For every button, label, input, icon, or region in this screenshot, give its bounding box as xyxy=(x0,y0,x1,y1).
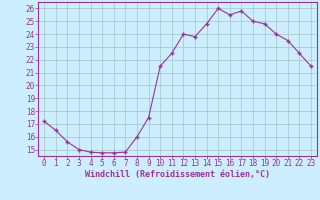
X-axis label: Windchill (Refroidissement éolien,°C): Windchill (Refroidissement éolien,°C) xyxy=(85,170,270,179)
